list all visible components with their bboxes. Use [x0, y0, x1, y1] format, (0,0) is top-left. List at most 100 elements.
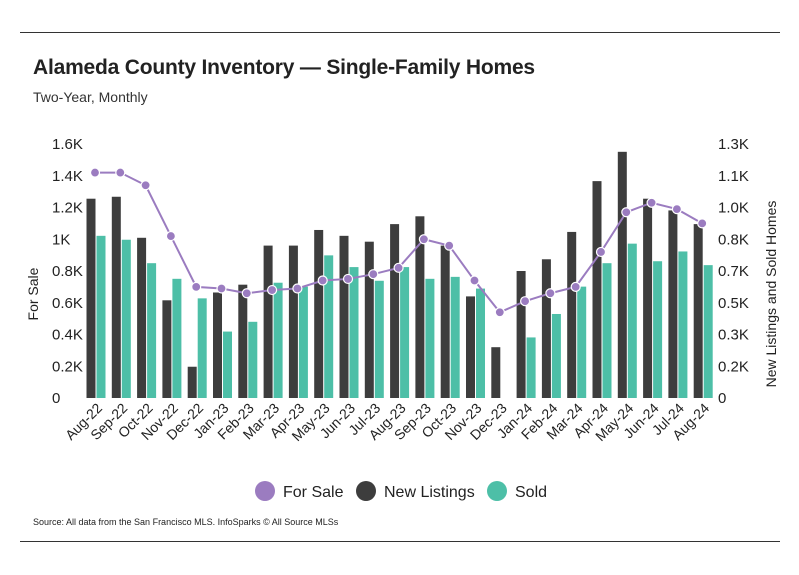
legend-label: For Sale [283, 484, 344, 501]
for-sale-point [570, 281, 581, 292]
for-sale-point [393, 262, 404, 273]
for-sale-point [621, 207, 632, 218]
new-listings-bar [86, 198, 96, 398]
for-sale-point [671, 203, 683, 215]
new-listings-bar [567, 231, 577, 398]
sold-bar [96, 235, 106, 398]
right-tick-label: 0.8K [718, 231, 749, 248]
right-tick-label: 1.0K [718, 200, 749, 217]
sold-bar [197, 298, 207, 398]
chart-svg: For Sale New Listings and Sold Homes 0 0.… [25, 136, 779, 501]
sold-bar [476, 288, 485, 398]
right-axis-label: New Listings and Sold Homes [763, 201, 779, 388]
new-listings-bar [693, 224, 703, 398]
x-axis-ticks: Aug-22Sep-22Oct-22Nov-22Dec-22Jan-23Feb-… [62, 400, 713, 444]
right-tick-label: 1.3K [718, 136, 749, 153]
new-listings-bar [668, 210, 678, 398]
new-listings-bar [111, 196, 121, 398]
right-tick-label: 0.7K [718, 263, 749, 280]
new-listings-bar [643, 198, 653, 398]
sold-bar [703, 265, 713, 398]
top-rule [20, 32, 780, 33]
left-axis-label: For Sale [25, 267, 41, 320]
new-listings-bar [213, 292, 222, 398]
legend-swatch [255, 481, 275, 501]
for-sale-point [469, 275, 480, 286]
right-axis-ticks: 0 0.2K 0.3K 0.5K 0.7K 0.8K 1.0K 1.1K 1.3K [718, 136, 749, 407]
new-listings-bar [592, 181, 602, 398]
new-listings-bar [466, 296, 475, 398]
new-listings-bar [263, 245, 273, 398]
legend-swatch [487, 481, 507, 501]
legend-swatch [356, 481, 376, 501]
bar-series [86, 151, 713, 398]
for-sale-point [292, 283, 303, 294]
sold-bar [627, 243, 637, 398]
left-tick-label: 0.4K [52, 327, 83, 344]
sold-bar [653, 261, 663, 398]
sold-bar [678, 251, 688, 398]
for-sale-point [317, 275, 328, 286]
sold-bar [425, 278, 435, 398]
left-axis-ticks: 0 0.2K 0.4K 0.6K 0.8K 1K 1.2K 1.4K 1.6K [52, 136, 83, 407]
for-sale-point [241, 288, 252, 299]
line-series [89, 167, 708, 318]
for-sale-point [342, 273, 354, 285]
for-sale-point [418, 234, 429, 245]
for-sale-point [165, 230, 176, 242]
new-listings-bar [288, 245, 298, 398]
sold-bar [577, 286, 587, 398]
for-sale-point [545, 288, 556, 299]
new-listings-bar [541, 259, 551, 398]
for-sale-point [115, 167, 126, 178]
for-sale-point [216, 283, 227, 294]
right-tick-label: 0 [718, 390, 726, 407]
new-listings-bar [339, 235, 349, 398]
for-sale-point [697, 218, 708, 229]
for-sale-point [191, 281, 202, 292]
sold-bar [223, 331, 232, 398]
legend-label: New Listings [384, 484, 475, 501]
new-listings-bar [440, 245, 450, 398]
left-tick-label: 1.6K [52, 136, 83, 153]
new-listings-bar [364, 241, 374, 398]
sold-bar [172, 278, 182, 398]
for-sale-point [368, 269, 379, 280]
for-sale-point [646, 197, 657, 208]
for-sale-point [140, 180, 151, 191]
sold-bar [450, 276, 460, 398]
bottom-rule [20, 541, 780, 542]
chart-title: Alameda County Inventory — Single-Family… [33, 56, 535, 79]
left-tick-label: 0.2K [52, 358, 83, 375]
left-tick-label: 0.6K [52, 295, 83, 312]
new-listings-bar [390, 224, 400, 398]
sold-bar [273, 282, 283, 398]
for-sale-point [494, 307, 505, 318]
sold-bar [400, 267, 410, 398]
right-tick-label: 0.3K [718, 327, 749, 344]
left-tick-label: 1K [52, 231, 70, 248]
for-sale-point [444, 240, 455, 251]
legend-label: Sold [515, 484, 547, 501]
new-listings-bar [516, 271, 526, 398]
source-note: Source: All data from the San Francisco … [33, 517, 339, 527]
right-tick-label: 1.1K [718, 168, 749, 185]
right-tick-label: 0.5K [718, 295, 749, 312]
sold-bar [602, 263, 612, 398]
sold-bar [526, 337, 536, 398]
new-listings-bar [187, 366, 197, 398]
sold-bar [248, 321, 258, 398]
sold-bar [147, 263, 157, 398]
new-listings-bar [491, 347, 501, 398]
new-listings-bar [617, 151, 627, 398]
new-listings-bar [238, 284, 248, 398]
sold-bar [374, 280, 384, 398]
sold-bar [349, 267, 359, 398]
left-tick-label: 1.4K [52, 168, 83, 185]
left-tick-label: 1.2K [52, 200, 83, 217]
left-tick-label: 0 [52, 390, 60, 407]
for-sale-point [89, 167, 101, 178]
for-sale-point [595, 246, 607, 258]
new-listings-bar [137, 237, 147, 398]
for-sale-point [519, 296, 531, 307]
